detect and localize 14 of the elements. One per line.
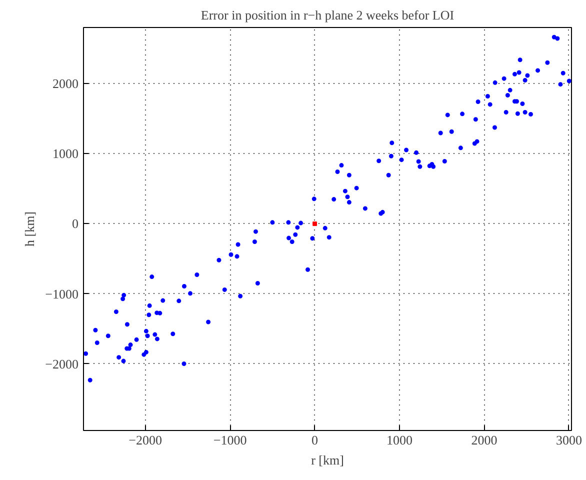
x-tick-label: 0 [312,432,318,448]
x-tick-label: 1000 [386,432,413,448]
x-tick-label: −1000 [213,432,247,448]
y-tick-label: 1000 [52,146,78,162]
y-tick-label: 0 [72,216,78,232]
x-axis-title: r [km] [311,452,344,468]
y-tick-label: −2000 [45,356,79,372]
y-tick-label: −1000 [45,286,79,302]
chart-title: Error in position in r−h plane 2 weeks befor LOI [200,8,454,22]
x-tick-label: −2000 [128,432,162,448]
y-axis-title: h [km] [22,211,38,247]
x-tick-label: 3000 [556,432,582,448]
x-tick-label: 2000 [471,432,498,448]
y-tick-label: 2000 [52,76,78,92]
